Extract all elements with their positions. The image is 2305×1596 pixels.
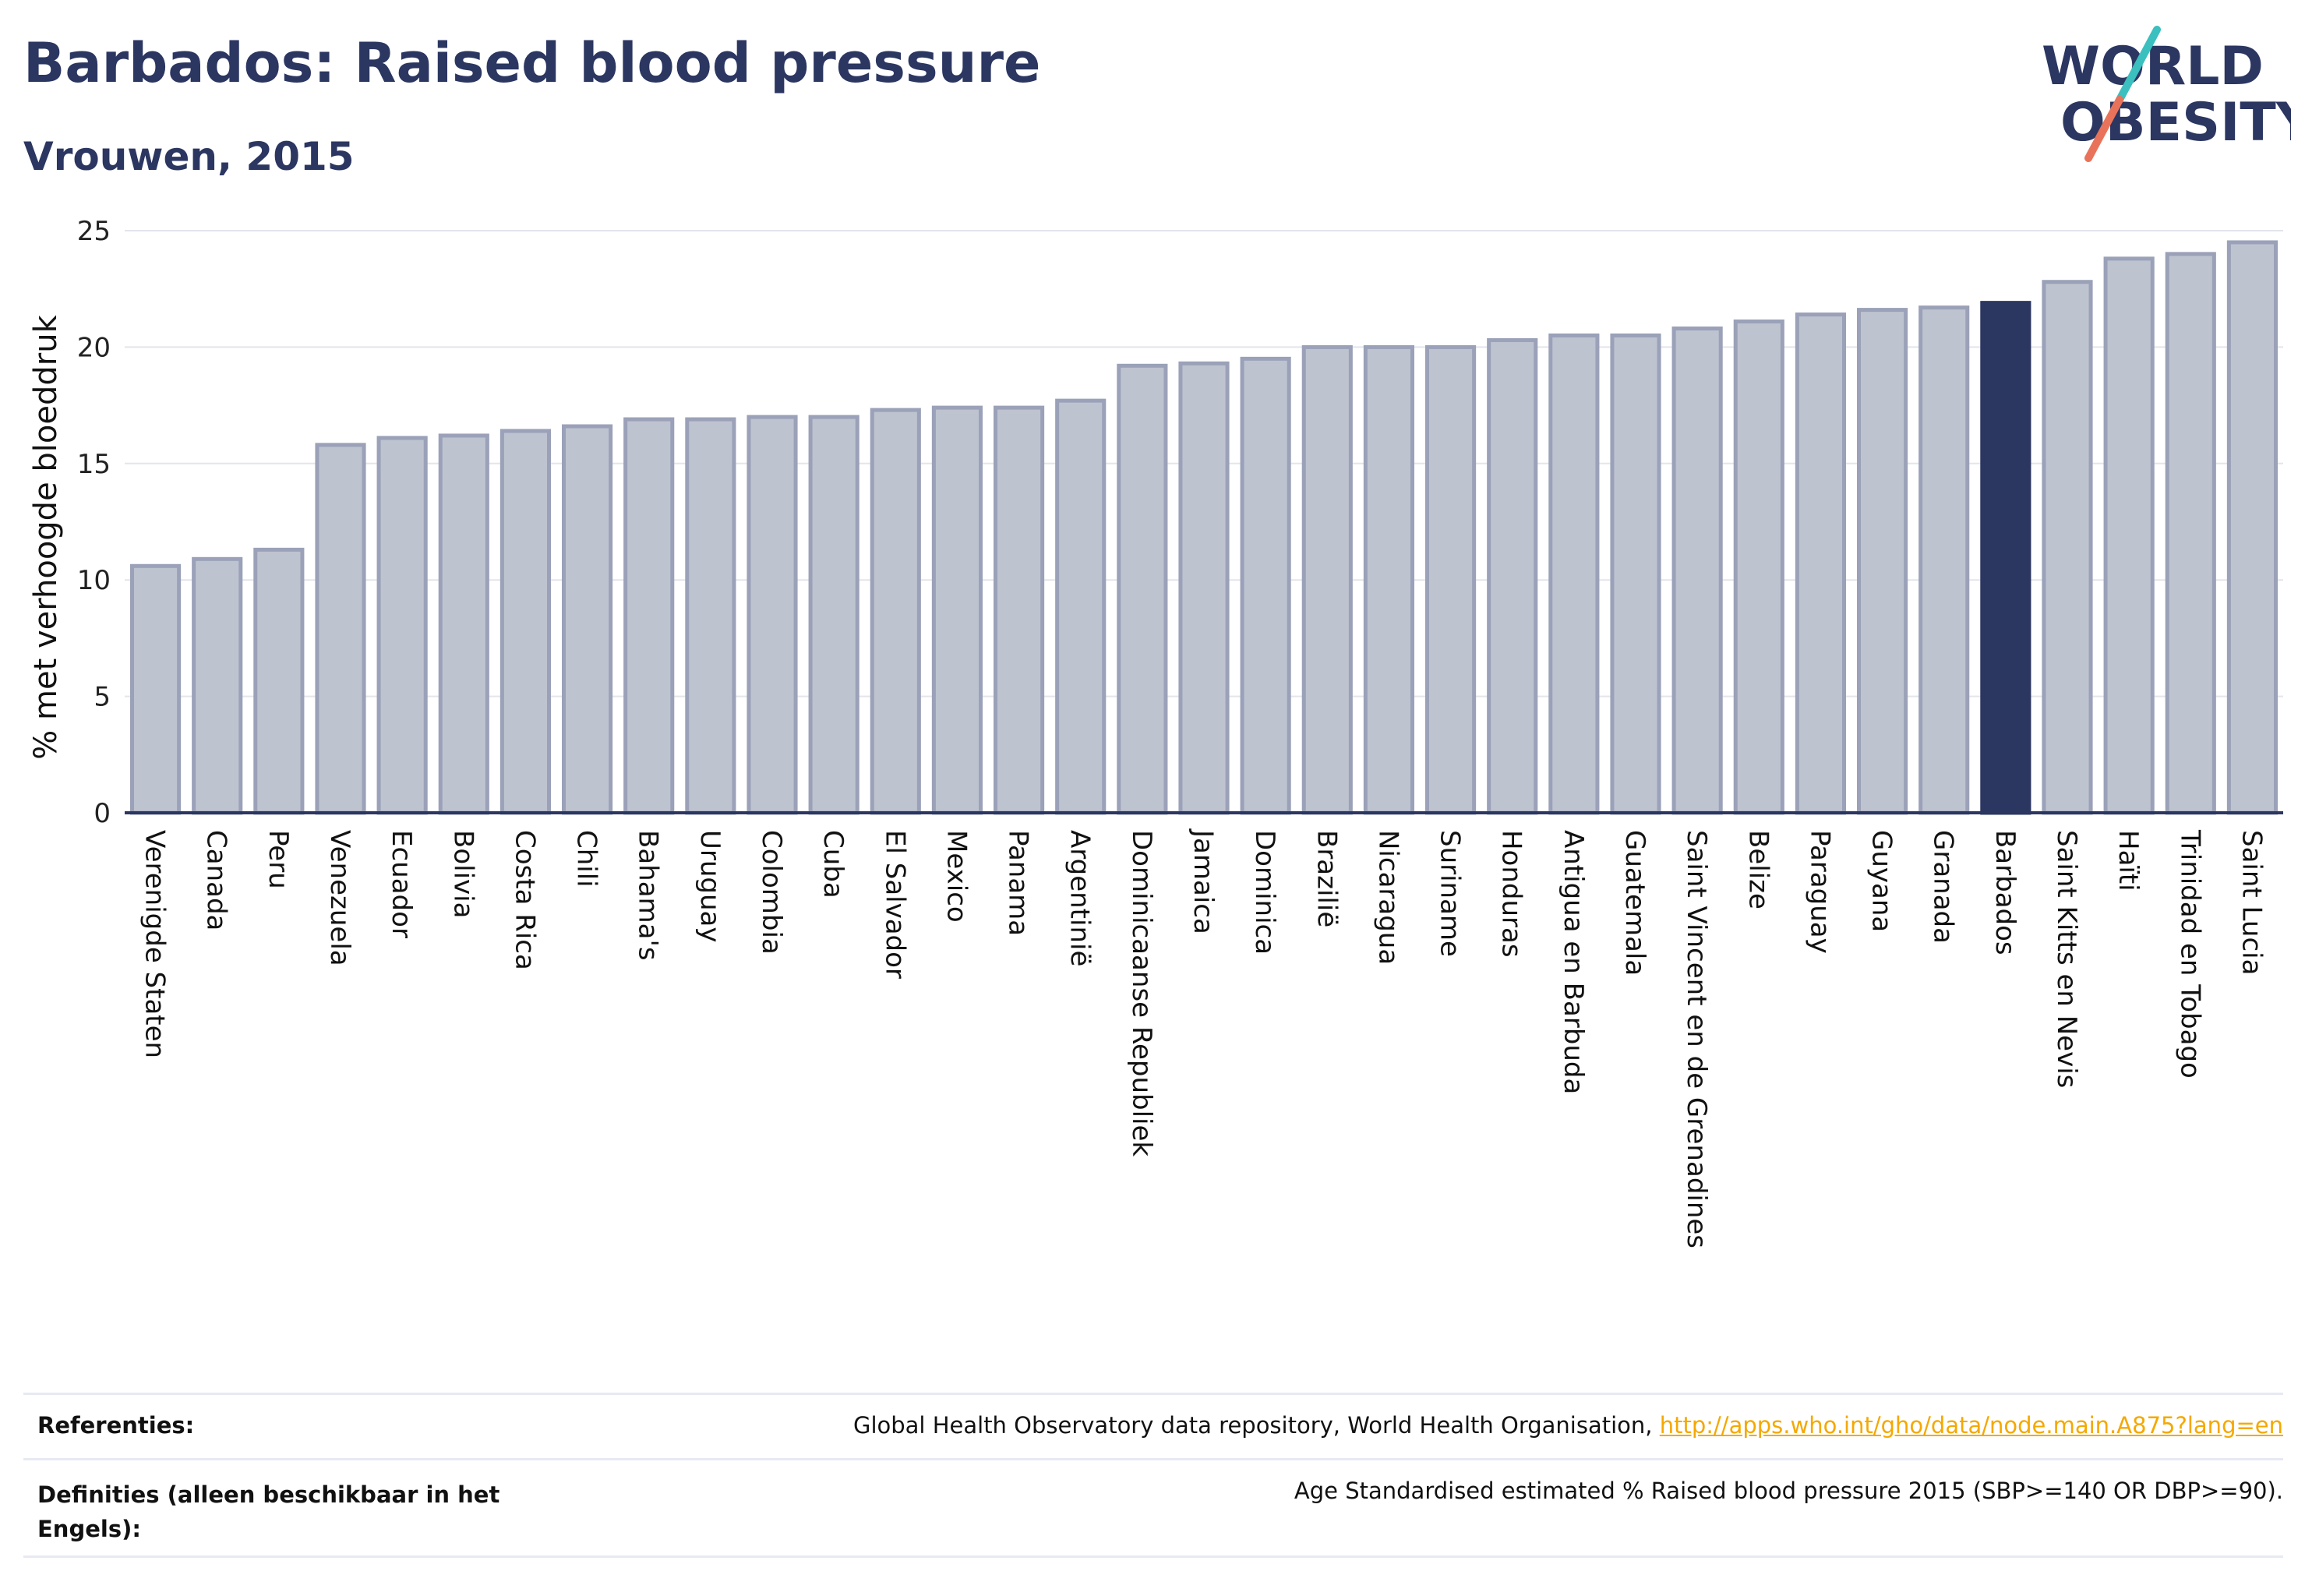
- x-category-label: Granada: [1928, 830, 1959, 944]
- x-category-label: Chili: [571, 830, 602, 888]
- bar: [623, 417, 675, 815]
- x-category-label: Dominicaanse Republiek: [1126, 830, 1157, 1156]
- definitions-text: Age Standardised estimated % Raised bloo…: [1294, 1478, 2283, 1504]
- chart-title: Barbados: Raised blood pressure: [23, 31, 1041, 95]
- bar: [747, 415, 798, 815]
- x-category-label: Belize: [1742, 830, 1774, 909]
- definitions-label: Definities (alleen beschikbaar in het En…: [37, 1481, 500, 1542]
- footer-divider-bottom: [23, 1555, 2283, 1558]
- bar: [1671, 326, 1723, 815]
- logo-slash-orange: [2084, 96, 2123, 162]
- references-label: Referenties:: [37, 1412, 195, 1439]
- bar: [1055, 398, 1107, 815]
- bar: [685, 417, 736, 815]
- x-category-label: Guatemala: [1619, 830, 1650, 976]
- bar: [1733, 320, 1784, 815]
- bar: [129, 563, 182, 815]
- bar: [931, 405, 983, 815]
- y-tick-labels: 0 5 10 15 20 25: [77, 216, 111, 829]
- y-tick-label: 10: [77, 565, 111, 596]
- bar: [1610, 333, 1661, 815]
- logo-line-1: WORLD: [2042, 36, 2264, 97]
- x-category-label: Saint Vincent en de Grenadines: [1681, 830, 1712, 1248]
- definitions-row: Definities (alleen beschikbaar in het En…: [23, 1478, 2283, 1548]
- bar: [1856, 308, 1908, 815]
- x-category-label: Dominica: [1249, 830, 1280, 955]
- bar: [315, 443, 366, 815]
- bar: [993, 405, 1045, 815]
- x-category-label: El Salvador: [879, 830, 910, 979]
- x-category-label: Bolivia: [447, 830, 478, 918]
- y-tick-label: 5: [94, 682, 111, 713]
- chart-subtitle: Vrouwen, 2015: [23, 134, 355, 179]
- bar: [1178, 361, 1230, 815]
- x-category-label: Venezuela: [324, 830, 355, 966]
- bar: [499, 429, 552, 815]
- x-category-labels: Verenigde Staten Canada Peru Venezuela Ecuad…: [139, 828, 2268, 1248]
- x-category-label: Suriname: [1435, 830, 1466, 957]
- bar: [376, 436, 428, 815]
- bar: [2103, 256, 2155, 815]
- bar: [1301, 344, 1353, 815]
- x-category-label: Trinidad en Tobago: [2174, 829, 2205, 1079]
- y-tick-label: 0: [94, 798, 111, 829]
- bar: [561, 424, 613, 815]
- x-category-label: Mexico: [941, 830, 972, 923]
- x-category-label: Bahama's: [633, 830, 664, 961]
- logo-slash-teal: [2116, 26, 2161, 104]
- x-category-label: Nicaragua: [1372, 830, 1403, 965]
- bar: [1363, 344, 1415, 815]
- bar: [1424, 344, 1477, 815]
- y-tick-label: 15: [77, 449, 111, 480]
- x-category-label: Haïti: [2113, 830, 2144, 892]
- bar: [808, 415, 860, 815]
- x-category-label: Argentinië: [1064, 830, 1096, 966]
- x-category-label: Cuba: [817, 830, 849, 899]
- x-category-label: Verenigde Staten: [139, 830, 171, 1058]
- world-obesity-logo: WORLD OBESITY: [2042, 26, 2291, 162]
- footer-divider-top: [23, 1393, 2283, 1395]
- references-row: Referenties: Global Health Observatory d…: [23, 1412, 2283, 1451]
- x-category-label: Colombia: [756, 830, 787, 955]
- x-category-label: Paraguay: [1804, 830, 1835, 954]
- bar: [253, 547, 305, 815]
- x-category-label: Costa Rica: [509, 830, 540, 970]
- x-category-label: Honduras: [1496, 830, 1527, 958]
- bar: [1980, 301, 2031, 815]
- x-category-label: Uruguay: [694, 830, 725, 943]
- x-category-label: Saint Kitts en Nevis: [2051, 830, 2082, 1088]
- x-category-label: Saint Lucia: [2236, 830, 2267, 975]
- bars: [129, 240, 2279, 815]
- y-axis-title: % met verhoogde bloeddruk: [28, 314, 64, 759]
- bar: [438, 433, 489, 815]
- bar: [1240, 356, 1291, 815]
- x-category-label: Peru: [263, 830, 294, 889]
- y-tick-label: 20: [77, 332, 111, 363]
- bar: [192, 556, 243, 815]
- x-category-label: Ecuador: [386, 830, 417, 938]
- references-value: Global Health Observatory data repositor…: [853, 1412, 2283, 1439]
- bar: [1548, 333, 1600, 815]
- x-category-label: Barbados: [1989, 830, 2021, 955]
- references-link[interactable]: http://apps.who.int/gho/data/node.main.A…: [1659, 1412, 2283, 1439]
- y-tick-label: 25: [77, 216, 111, 247]
- x-category-label: Panama: [1003, 830, 1034, 936]
- x-category-label: Guyana: [1866, 830, 1897, 932]
- references-text: Global Health Observatory data repositor…: [852, 1412, 1660, 1439]
- x-category-label: Canada: [201, 830, 232, 930]
- x-category-label: Brazilië: [1311, 830, 1342, 927]
- bar: [1918, 305, 1970, 815]
- bar: [2226, 240, 2279, 815]
- bar: [1487, 337, 1538, 815]
- x-category-label: Antigua en Barbuda: [1558, 830, 1589, 1094]
- bar: [2042, 280, 2093, 815]
- bar: [1117, 363, 1168, 815]
- bar-chart: 0 5 10 15 20 25 Verenigde Staten Canada Peru Ven…: [28, 216, 2283, 1248]
- footer-divider-middle: [23, 1458, 2283, 1460]
- bar: [870, 408, 921, 815]
- x-category-label: Jamaica: [1188, 828, 1219, 934]
- bar: [1795, 312, 1847, 815]
- bar: [2165, 252, 2216, 815]
